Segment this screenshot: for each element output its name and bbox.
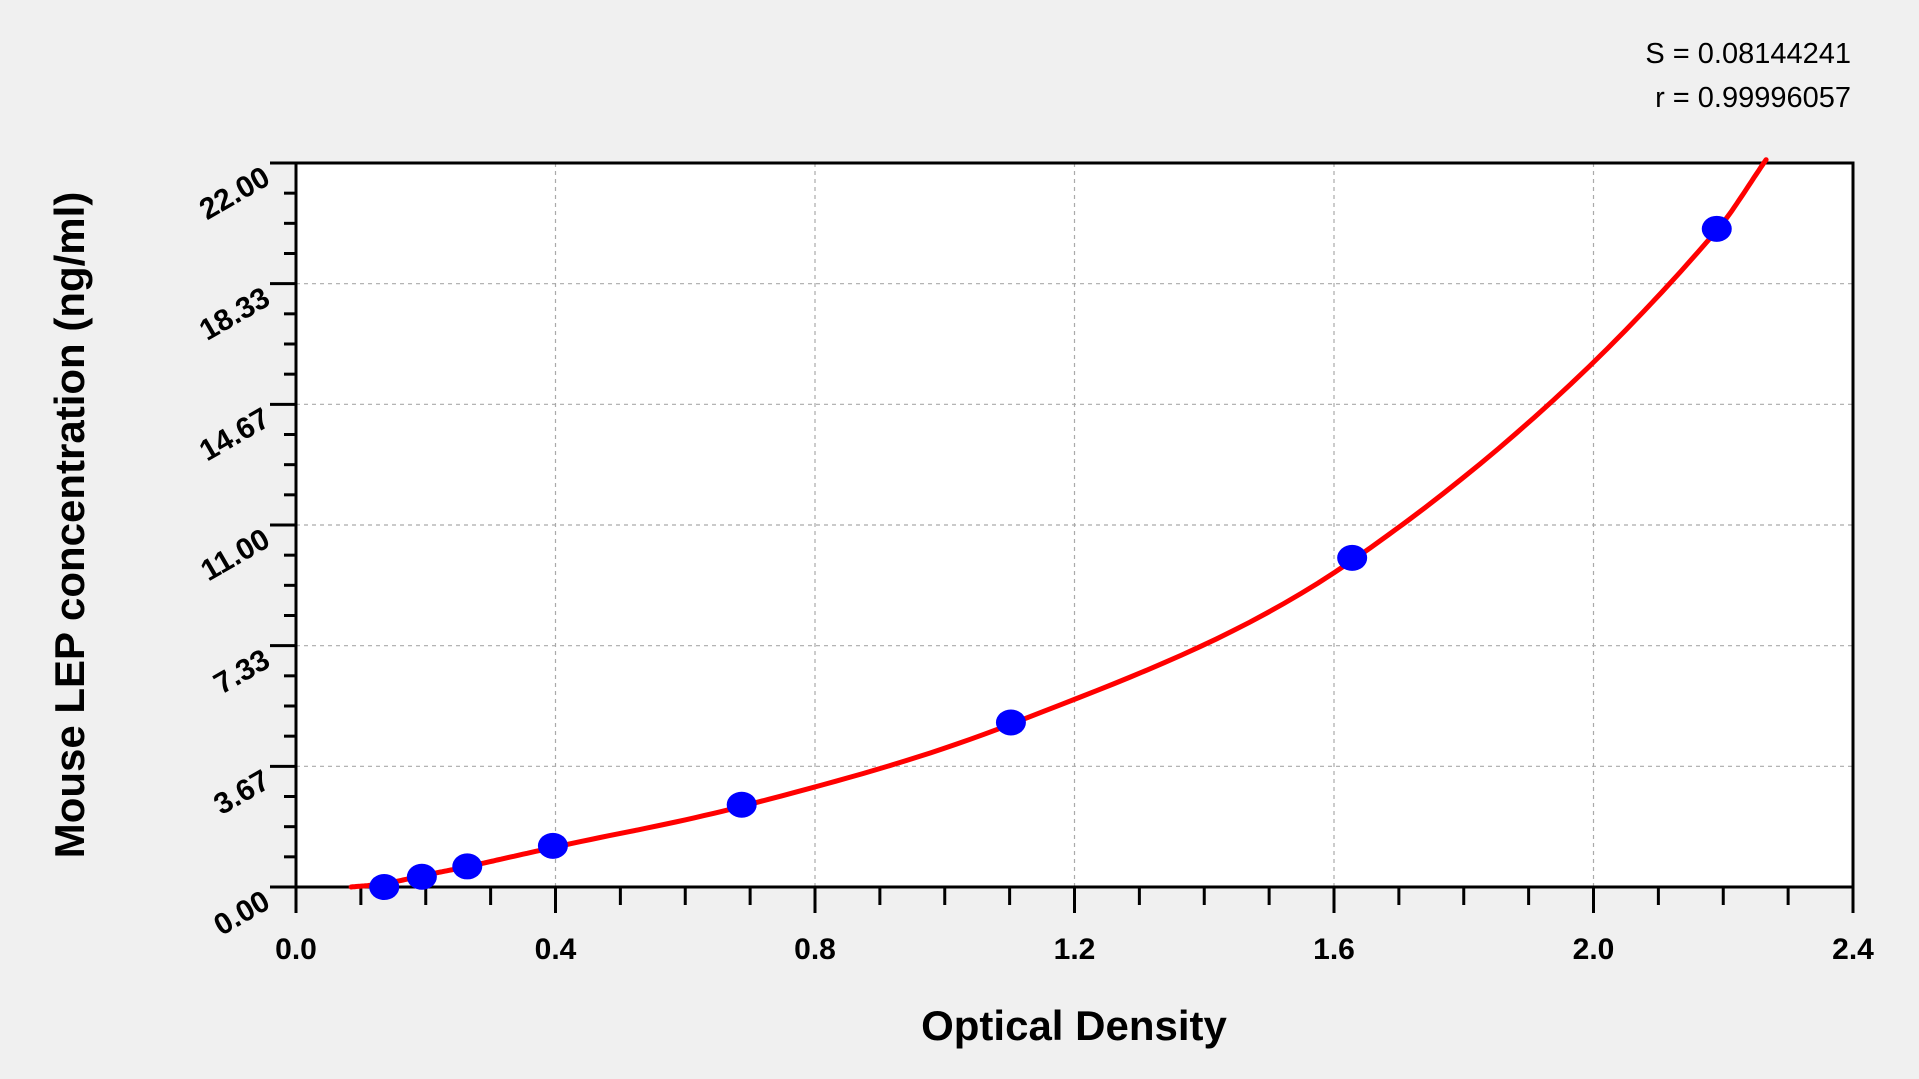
data-point: [1337, 544, 1368, 571]
y-tick-label: 11.00: [195, 522, 275, 587]
x-tick-label: 0.8: [794, 933, 836, 966]
data-point: [406, 863, 437, 890]
fit-curve-group: [348, 157, 1769, 890]
y-tick-label: 22.00: [194, 160, 276, 226]
data-point: [995, 709, 1026, 736]
x-tick-label: 1.6: [1313, 933, 1355, 966]
data-point: [452, 853, 483, 880]
ticks: [270, 161, 1855, 913]
grid: [296, 163, 1853, 887]
data-point: [1701, 215, 1732, 242]
y-tick-label: 0.00: [208, 884, 275, 942]
s-statistic: S = 0.08144241: [1645, 38, 1851, 70]
data-point: [726, 791, 757, 818]
x-tick-labels: 0.0 0.4 0.8 1.2 1.6 2.0 2.4: [275, 933, 1874, 966]
y-tick-labels: 0.00 3.67 7.33 11.00 14.67 18.33 22.00: [194, 160, 276, 942]
y-tick-label: 3.67: [208, 764, 275, 822]
x-axis-label: Optical Density: [921, 1002, 1227, 1049]
x-tick-label: 0.4: [535, 933, 577, 966]
r-statistic: r = 0.99996057: [1655, 82, 1851, 114]
y-tick-label: 7.33: [208, 643, 275, 701]
fit-curve: [348, 157, 1769, 890]
plot-frame: [294, 161, 1855, 889]
data-points: [369, 215, 1732, 900]
y-axis-label: Mouse LEP concentration (ng/ml): [46, 192, 93, 859]
data-point: [537, 832, 568, 859]
x-tick-label: 1.2: [1054, 933, 1096, 966]
y-tick-label: 18.33: [194, 281, 276, 347]
data-point: [369, 874, 400, 900]
x-tick-label: 0.0: [275, 933, 317, 966]
x-tick-label: 2.4: [1832, 933, 1874, 966]
x-tick-label: 2.0: [1573, 933, 1615, 966]
y-tick-label: 14.67: [194, 402, 276, 468]
